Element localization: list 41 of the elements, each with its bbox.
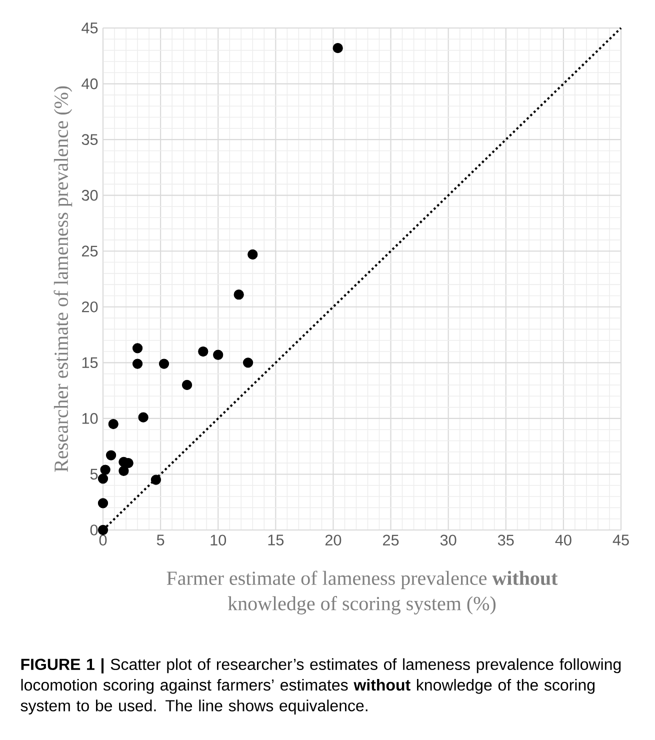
x-tick-label: 25 (383, 534, 399, 546)
point (100, 464, 110, 475)
point (132, 343, 143, 354)
point (182, 380, 192, 390)
x-axis-title: Farmer estimate of lameness prevalence without knowledge of scoring system (%) (166, 570, 558, 614)
point (132, 358, 143, 369)
point (242, 358, 254, 368)
point (234, 290, 244, 300)
x-tick-label: 45 (612, 534, 629, 546)
y-tick-label: 5 (90, 468, 98, 480)
point (150, 474, 162, 485)
point (332, 43, 343, 54)
y-tick-label: 10 (82, 413, 98, 424)
point (108, 418, 118, 430)
point (213, 350, 224, 360)
x-tick-label: 5 (156, 534, 164, 546)
x-tick-label: 15 (268, 534, 284, 546)
point (248, 249, 258, 260)
x-tick-label: 10 (210, 534, 226, 546)
x-tick-label: 40 (555, 534, 572, 546)
y-tick-label: 20 (82, 301, 98, 312)
y-tick-label: 30 (82, 190, 98, 201)
y-tick-label: 25 (82, 246, 98, 257)
point (98, 498, 108, 508)
x-tick-label: 20 (325, 534, 342, 546)
x-tick-label: 0 (99, 534, 107, 546)
y-tick-label: 40 (82, 78, 98, 90)
text: FIGURE 1 | Scatter plot of researcher’s estimates of lameness prevalence following locomotion scoring against farmers’ estimates without knowledge of the scoring system to be used. The line shows equivalence. (20, 658, 621, 715)
point (158, 358, 170, 369)
x-tick-label: 30 (440, 534, 456, 546)
x-tick-label: 35 (498, 534, 514, 546)
point (118, 466, 129, 476)
point (106, 450, 116, 460)
y-tick-label: 45 (82, 22, 98, 34)
y-tick-label: 0 (90, 524, 98, 536)
y-tick-label: 35 (82, 134, 98, 145)
point (138, 412, 148, 422)
point (198, 346, 208, 357)
y-tick-label: 15 (82, 357, 98, 368)
point (98, 474, 108, 484)
y-axis-title: Researcher estimate of lameness prevalence (%) (54, 86, 72, 472)
